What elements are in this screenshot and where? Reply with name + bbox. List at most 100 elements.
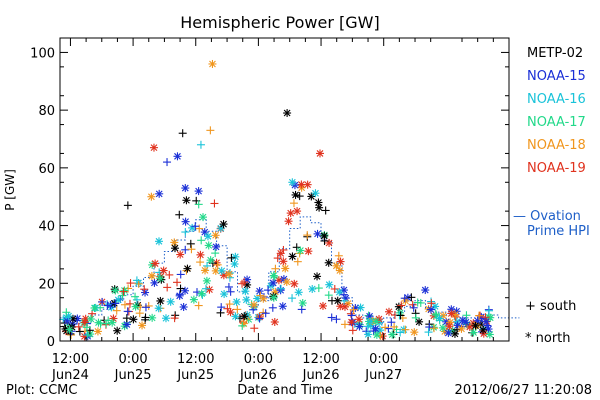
data-point-noaa-15-south: [111, 299, 120, 308]
data-point-noaa-18-south: [67, 330, 76, 339]
data-point-noaa-16-north: [154, 304, 163, 313]
data-point-noaa-16-north: [311, 189, 320, 198]
data-point-noaa-18-south: [120, 300, 129, 309]
data-point-noaa-18-north: [201, 266, 210, 275]
data-point-noaa-15-south: [98, 297, 107, 306]
data-point-metp-02-south: [227, 253, 236, 262]
data-point-metp-02-north: [471, 321, 480, 330]
data-point-metp-02-north: [182, 196, 191, 205]
data-point-noaa-18-south: [213, 260, 222, 269]
data-point-noaa-19-north: [318, 301, 327, 310]
plot-frame: [59, 37, 510, 342]
data-point-noaa-17-north: [199, 213, 208, 222]
data-point-noaa-17-south: [238, 321, 247, 330]
data-point-noaa-17-north: [111, 286, 120, 295]
data-point-noaa-17-south: [194, 200, 203, 209]
y-tick-label: 0: [47, 335, 55, 350]
data-point-noaa-18-north: [457, 324, 466, 333]
data-point-metp-02-north: [240, 312, 249, 321]
data-point-noaa-18-north: [249, 300, 258, 309]
data-point-noaa-17-north: [469, 328, 478, 337]
data-point-noaa-19-south: [273, 254, 282, 263]
x-tick-time-label: 0:00: [118, 352, 147, 367]
data-point-noaa-18-south: [112, 306, 121, 315]
data-point-noaa-17-north: [204, 241, 213, 250]
data-point-noaa-17-north: [90, 304, 99, 313]
data-point-noaa-15-south: [163, 158, 172, 167]
data-point-metp-02-south: [216, 308, 225, 317]
data-point-noaa-19-north: [304, 247, 313, 256]
data-point-noaa-19-north: [297, 180, 306, 189]
data-point-noaa-19-south: [279, 245, 288, 254]
data-point-metp-02-north: [479, 325, 488, 334]
data-point-noaa-19-north: [354, 315, 363, 324]
data-point-noaa-15-south: [261, 309, 270, 318]
data-point-noaa-16-north: [203, 232, 212, 241]
data-point-noaa-17-south: [314, 284, 323, 293]
data-point-metp-02-north: [68, 314, 77, 323]
data-point-noaa-16-north: [288, 178, 297, 187]
data-point-noaa-17-north: [148, 313, 157, 322]
data-point-noaa-19-north: [340, 302, 349, 311]
data-point-noaa-19-north: [303, 180, 312, 189]
data-point-metp-02-north: [333, 296, 342, 305]
data-point-noaa-19-north: [205, 285, 214, 294]
data-point-noaa-15-south: [332, 315, 341, 324]
data-point-noaa-15-south: [327, 313, 336, 322]
data-point-noaa-15-north: [181, 286, 190, 295]
data-point-noaa-17-north: [131, 302, 140, 311]
data-point-noaa-17-south: [197, 236, 206, 245]
data-point-noaa-16-south: [276, 284, 285, 293]
data-point-noaa-15-south: [141, 303, 150, 312]
data-point-metp-02-north: [313, 272, 322, 281]
data-point-noaa-18-south: [289, 199, 298, 208]
data-point-noaa-15-south: [387, 318, 396, 327]
data-point-noaa-16-south: [132, 276, 141, 285]
data-point-noaa-18-south: [340, 320, 349, 329]
data-point-noaa-18-north: [211, 266, 220, 275]
data-point-noaa-17-south: [211, 249, 220, 258]
data-point-metp-02-north: [415, 317, 424, 326]
data-point-noaa-15-south: [347, 311, 356, 320]
data-point-noaa-15-north: [444, 329, 453, 338]
data-point-noaa-15-south: [103, 301, 112, 310]
data-point-noaa-17-south: [131, 292, 140, 301]
data-point-noaa-16-south: [181, 228, 190, 237]
data-point-noaa-15-north: [351, 304, 360, 313]
y-axis-label: P [GW]: [3, 169, 17, 211]
data-point-noaa-17-south: [324, 291, 333, 300]
data-point-metp-02-south: [176, 284, 185, 293]
data-point-metp-02-south: [75, 327, 84, 336]
data-point-metp-02-south: [122, 314, 131, 323]
data-point-noaa-18-south: [293, 257, 302, 266]
data-point-noaa-16-south: [196, 140, 205, 149]
data-point-noaa-18-south: [429, 324, 438, 333]
data-point-noaa-18-south: [225, 300, 234, 309]
data-point-metp-02-south: [407, 293, 416, 302]
data-point-metp-02-south: [320, 236, 329, 245]
footer-timestamp: 2012/06/27 11:20:08: [455, 383, 592, 398]
data-point-noaa-18-north: [93, 327, 102, 336]
data-point-noaa-15-south: [123, 307, 132, 316]
data-point-noaa-19-north: [196, 250, 205, 259]
data-point-noaa-19-south: [238, 279, 247, 288]
data-point-noaa-17-north: [156, 274, 165, 283]
data-point-noaa-18-south: [390, 322, 399, 331]
data-point-noaa-18-south: [233, 305, 242, 314]
data-point-noaa-18-north: [224, 270, 233, 279]
data-point-noaa-16-north: [242, 295, 251, 304]
data-point-noaa-18-north: [410, 328, 419, 337]
data-point-noaa-16-north: [241, 287, 250, 296]
data-point-noaa-19-north: [445, 322, 454, 331]
data-point-noaa-17-north: [206, 256, 215, 265]
data-point-noaa-16-south: [396, 328, 405, 337]
data-point-noaa-19-south: [210, 199, 219, 208]
data-point-noaa-19-south: [173, 278, 182, 287]
data-point-noaa-15-north: [255, 287, 264, 296]
data-point-noaa-18-north: [282, 278, 291, 287]
data-point-noaa-18-north: [208, 59, 217, 68]
data-point-metp-02-south: [123, 201, 132, 210]
data-point-metp-02-north: [320, 231, 329, 240]
data-point-noaa-17-south: [416, 298, 425, 307]
